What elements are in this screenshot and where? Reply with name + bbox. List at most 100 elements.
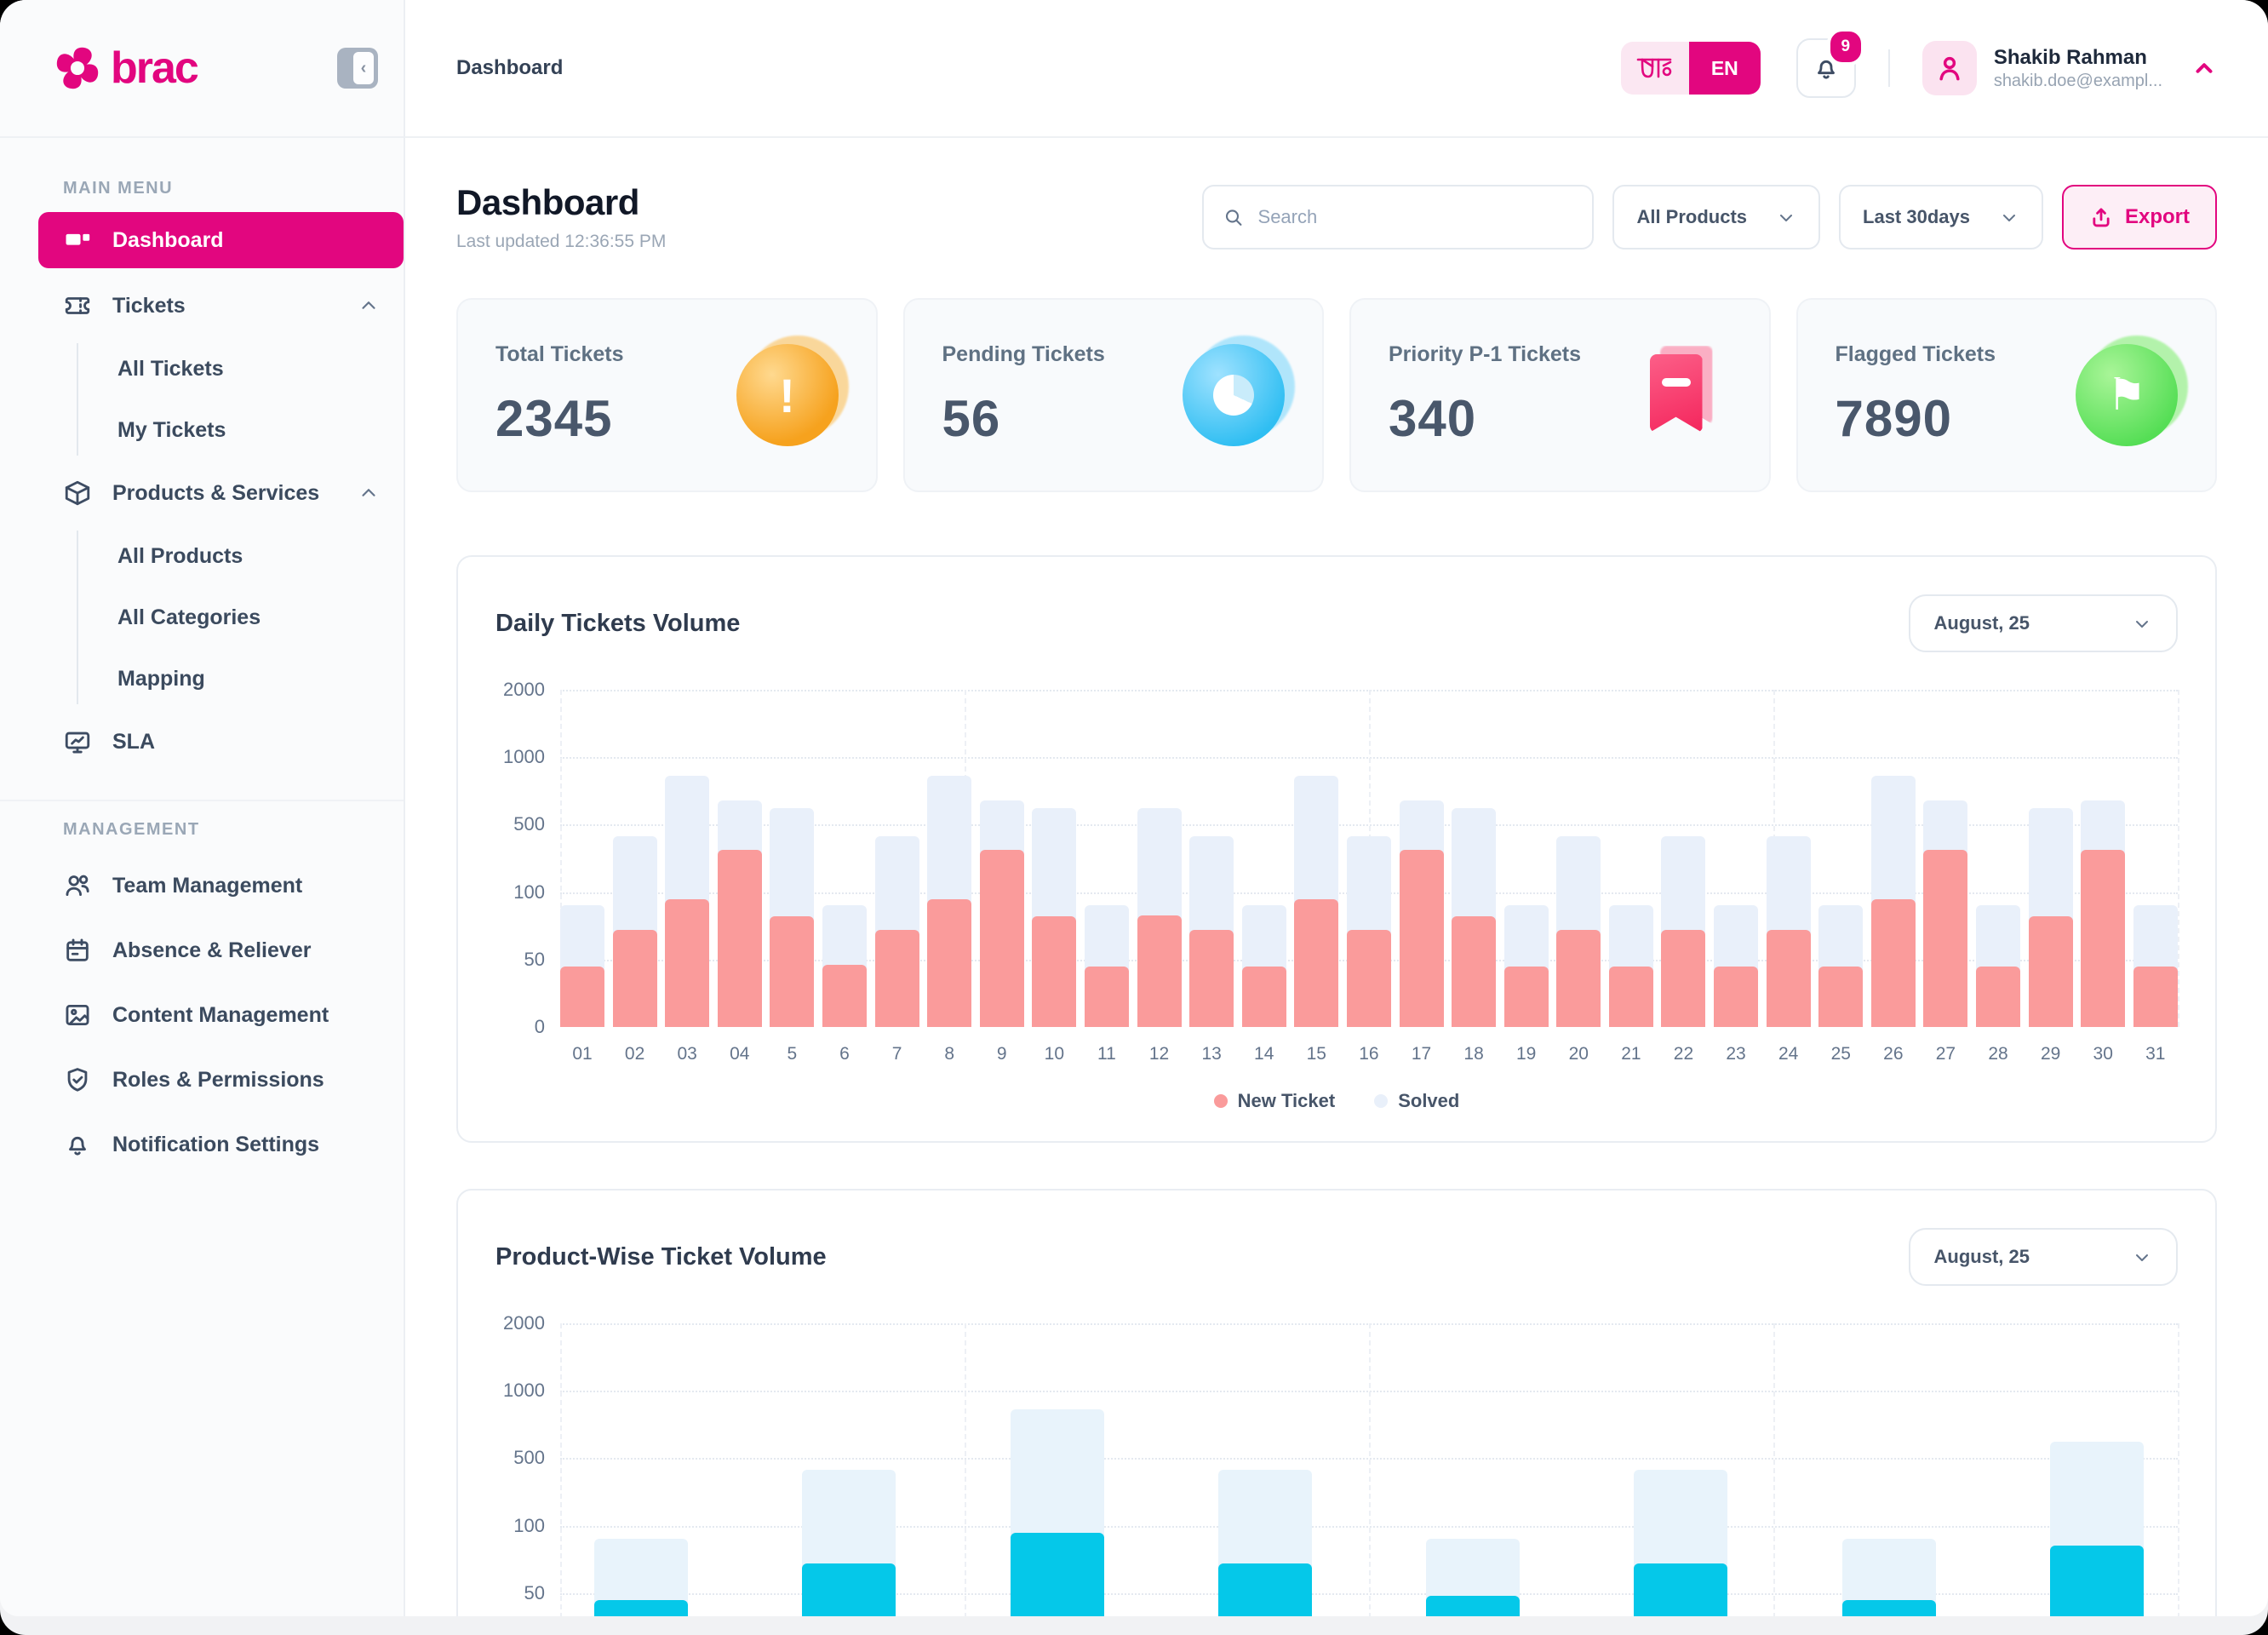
bar-front <box>1010 1532 1104 1616</box>
sidebar-subsection: All Products All Categories Mapping <box>77 525 404 709</box>
sidebar-subitem-all-tickets[interactable]: All Tickets <box>117 356 224 381</box>
box-icon <box>65 480 90 506</box>
daily-month-select[interactable]: August, 25 <box>1908 594 2178 652</box>
avatar[interactable] <box>1922 41 1977 95</box>
sidebar-item-content-management[interactable]: Content Management <box>0 983 404 1047</box>
page-header: Dashboard Last updated 12:36:55 PM All P… <box>456 182 2217 252</box>
export-button[interactable]: Export <box>2061 185 2217 250</box>
notifications-button[interactable]: 9 <box>1796 28 1864 98</box>
bar-group-26[interactable] <box>1870 690 1916 1027</box>
bar-group-02[interactable] <box>612 690 657 1027</box>
bar-group-p3[interactable] <box>1010 1323 1104 1616</box>
bar-group-9[interactable] <box>979 690 1024 1027</box>
bar-group-20[interactable] <box>1556 690 1601 1027</box>
date-range-select[interactable]: Last 30days <box>1839 185 2043 250</box>
chevron-up-icon[interactable] <box>2191 55 2217 81</box>
bar-group-p4[interactable] <box>1217 1323 1312 1616</box>
sidebar-item-label: Products & Services <box>112 480 320 505</box>
stat-card-pending-tickets: Pending Tickets 56 <box>902 298 1324 492</box>
gridline-vertical <box>1369 1323 1371 1616</box>
sidebar-subitem-mapping[interactable]: Mapping <box>117 666 205 691</box>
user-info[interactable]: Shakib Rahman shakib.doe@exampl... <box>1994 45 2162 92</box>
sidebar-subitem-my-tickets[interactable]: My Tickets <box>117 417 226 442</box>
bar-front <box>1766 929 1811 1027</box>
product-month-select[interactable]: August, 25 <box>1908 1228 2178 1286</box>
bar-group-30[interactable] <box>2081 690 2126 1027</box>
bar-front <box>927 898 972 1027</box>
bar-group-p1[interactable] <box>594 1323 688 1616</box>
bar-group-11[interactable] <box>1084 690 1129 1027</box>
bar-group-14[interactable] <box>1241 690 1286 1027</box>
sidebar-item-dashboard[interactable]: Dashboard <box>38 212 404 268</box>
sidebar-collapse-button[interactable]: ‹ <box>337 48 378 89</box>
bar-group-22[interactable] <box>1661 690 1706 1027</box>
bar-group-5[interactable] <box>770 690 815 1027</box>
sidebar: brac ‹ MAIN MENU Dashboard Tickets All Tick… <box>0 0 405 1616</box>
bar-group-p6[interactable] <box>1634 1323 1728 1616</box>
bar-group-6[interactable] <box>822 690 867 1027</box>
sidebar-item-notification-settings[interactable]: Notification Settings <box>0 1112 404 1177</box>
sidebar-header: brac ‹ <box>0 0 404 138</box>
date-range-value: Last 30days <box>1863 206 1970 227</box>
bar-group-21[interactable] <box>1608 690 1653 1027</box>
product-plot-area <box>560 1323 2179 1616</box>
chevron-left-icon: ‹ <box>353 52 374 84</box>
bar-group-13[interactable] <box>1189 690 1234 1027</box>
bar-group-p5[interactable] <box>1426 1323 1521 1616</box>
bar-front <box>1217 1563 1312 1616</box>
sidebar-item-roles-permissions[interactable]: Roles & Permissions <box>0 1047 404 1112</box>
calendar-icon <box>66 938 89 961</box>
bar-group-10[interactable] <box>1032 690 1077 1027</box>
bar-group-04[interactable] <box>717 690 762 1027</box>
bar-group-01[interactable] <box>560 690 604 1027</box>
sidebar-section-divider <box>0 800 404 801</box>
main-area: Dashboard EN <box>405 0 2268 1616</box>
bar-group-p7[interactable] <box>1841 1323 1936 1616</box>
bar-group-8[interactable] <box>927 690 972 1027</box>
product-filter-select[interactable]: All Products <box>1612 185 1821 250</box>
search-input[interactable] <box>1256 205 1574 229</box>
last-updated: Last updated 12:36:55 PM <box>456 232 667 251</box>
bar-group-28[interactable] <box>1976 690 2021 1027</box>
language-option-english[interactable]: EN <box>1688 42 1761 95</box>
bar-group-18[interactable] <box>1452 690 1497 1027</box>
chevron-up-icon[interactable] <box>358 295 380 317</box>
sidebar-item-absence-reliever[interactable]: Absence & Reliever <box>0 918 404 983</box>
language-option-bangla[interactable] <box>1620 42 1689 95</box>
bar-group-31[interactable] <box>2133 690 2178 1027</box>
bar-group-p8[interactable] <box>2049 1323 2144 1616</box>
sidebar-item-team-management[interactable]: Team Management <box>0 853 404 918</box>
sidebar-item-label: Team Management <box>112 873 303 898</box>
x-tick-label: 23 <box>1726 1044 1746 1064</box>
bar-group-25[interactable] <box>1818 690 1864 1027</box>
bar-group-23[interactable] <box>1714 690 1759 1027</box>
bar-group-12[interactable] <box>1137 690 1182 1027</box>
bar-group-19[interactable] <box>1503 690 1549 1027</box>
x-tick-label: 10 <box>1044 1044 1065 1064</box>
bangla-text-icon <box>1636 58 1672 78</box>
bar-group-27[interactable] <box>1923 690 1968 1027</box>
sidebar-subitem-all-categories[interactable]: All Categories <box>117 605 261 629</box>
x-tick-label: 21 <box>1621 1044 1641 1064</box>
bar-group-29[interactable] <box>2028 690 2073 1027</box>
sidebar-item-tickets[interactable]: Tickets <box>0 273 404 338</box>
sidebar-section-label: MANAGEMENT <box>63 820 200 839</box>
upload-icon <box>2093 208 2110 227</box>
sidebar-subitem-all-products[interactable]: All Products <box>117 543 243 568</box>
search-box[interactable] <box>1202 185 1595 250</box>
bar-group-17[interactable] <box>1399 690 1444 1027</box>
sidebar-item-sla[interactable]: SLA <box>0 709 404 774</box>
bar-group-03[interactable] <box>665 690 710 1027</box>
language-toggle[interactable]: EN <box>1620 42 1761 95</box>
bar-group-7[interactable] <box>874 690 919 1027</box>
bar-front <box>1503 966 1549 1027</box>
daily-chart-title: Daily Tickets Volume <box>495 609 741 637</box>
bar-group-p2[interactable] <box>802 1323 896 1616</box>
bar-group-24[interactable] <box>1766 690 1811 1027</box>
sidebar-item-products-services[interactable]: Products & Services <box>0 461 404 525</box>
chevron-up-icon[interactable] <box>358 482 380 504</box>
bar-group-16[interactable] <box>1346 690 1391 1027</box>
stat-value: 340 <box>1389 390 1477 447</box>
bar-group-15[interactable] <box>1294 690 1339 1027</box>
